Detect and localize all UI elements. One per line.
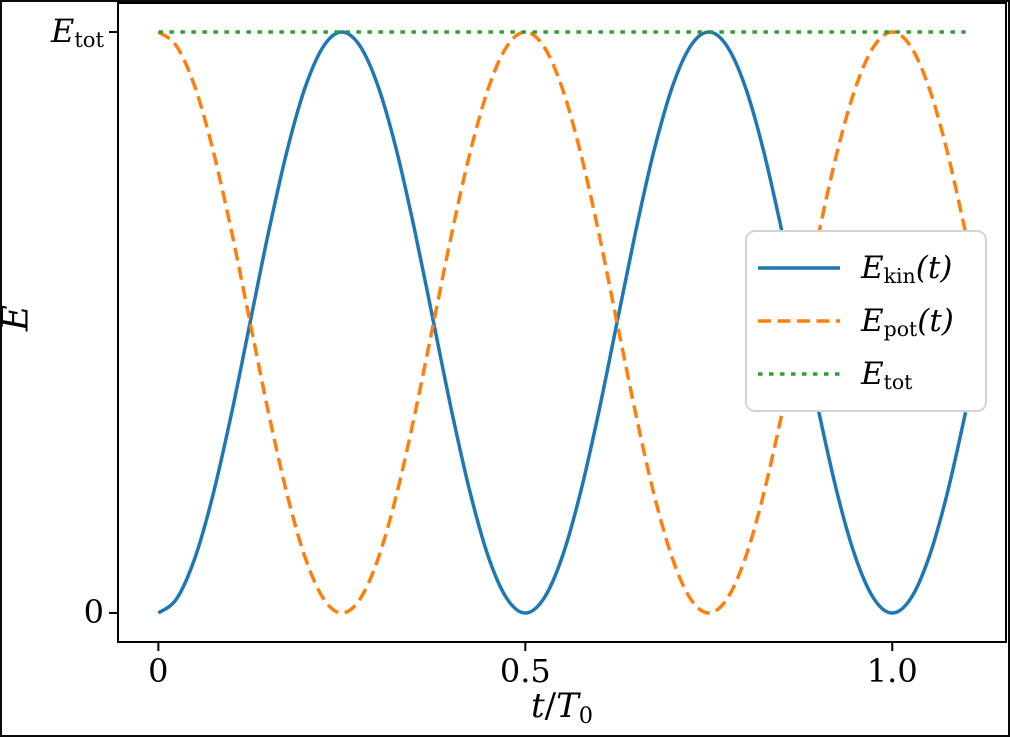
legend: Ekin(t) Epot(t) Etot: [745, 230, 987, 412]
y-tick-label-etot: Etot: [50, 12, 104, 53]
x-tick-label-0.5: 0.5: [499, 652, 551, 690]
legend-label-etot: Etot: [861, 356, 913, 395]
y-axis-label: E: [0, 296, 37, 340]
series-line-e-kin-t: [157, 30, 968, 615]
x-axis-label: t/T0: [530, 686, 594, 729]
legend-label-ekin: Ekin(t): [861, 250, 953, 289]
y-axis-label-text: E: [0, 305, 37, 331]
legend-entry-etot: Etot: [757, 356, 985, 395]
legend-label-epot: Epot(t): [861, 303, 954, 342]
legend-line-sample-epot: [758, 319, 840, 323]
axes-frame: [117, 2, 1007, 643]
legend-line-sample-etot: [758, 372, 840, 376]
x-tick-label-0: 0: [148, 652, 169, 690]
x-tick-label-1.0: 1.0: [866, 652, 918, 690]
legend-entry-epot: Epot(t): [757, 303, 985, 342]
legend-line-sample-ekin: [758, 266, 840, 270]
series-line-e-pot-t: [157, 30, 968, 615]
legend-entry-ekin: Ekin(t): [757, 250, 985, 289]
y-tick-label-zero: 0: [83, 592, 104, 631]
